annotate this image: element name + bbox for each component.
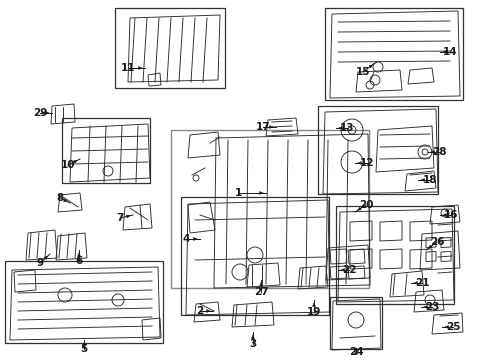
Bar — [335, 206, 453, 304]
Text: 10: 10 — [61, 160, 75, 170]
Text: 1: 1 — [234, 188, 241, 198]
Text: 11: 11 — [121, 63, 135, 73]
Bar — [171, 130, 368, 288]
Bar — [181, 197, 328, 315]
Text: 12: 12 — [359, 158, 373, 168]
Bar — [5, 261, 163, 343]
Text: 4: 4 — [182, 234, 189, 244]
Text: 26: 26 — [429, 237, 443, 247]
Bar — [329, 297, 381, 349]
Bar — [317, 106, 437, 194]
Text: 15: 15 — [355, 67, 369, 77]
Text: 5: 5 — [80, 344, 87, 354]
Bar — [62, 118, 150, 183]
Text: 17: 17 — [255, 122, 270, 132]
Text: 20: 20 — [358, 200, 372, 210]
Text: 29: 29 — [33, 108, 47, 118]
Text: 24: 24 — [348, 347, 363, 357]
Text: 22: 22 — [341, 265, 356, 275]
Bar — [325, 8, 462, 100]
Text: 9: 9 — [37, 258, 43, 268]
Text: 7: 7 — [116, 213, 123, 223]
Text: 27: 27 — [253, 287, 268, 297]
Text: 2: 2 — [196, 306, 203, 316]
Text: 28: 28 — [431, 147, 446, 157]
Text: 18: 18 — [422, 175, 436, 185]
Text: 6: 6 — [75, 256, 82, 266]
Bar — [115, 8, 224, 88]
Text: 14: 14 — [442, 47, 456, 57]
Text: 16: 16 — [443, 210, 457, 220]
Text: 13: 13 — [339, 123, 353, 133]
Text: 8: 8 — [56, 193, 63, 203]
Text: 23: 23 — [424, 302, 438, 312]
Text: 3: 3 — [249, 339, 256, 349]
Text: 21: 21 — [414, 278, 428, 288]
Text: 19: 19 — [306, 307, 321, 317]
Text: 25: 25 — [445, 322, 459, 332]
